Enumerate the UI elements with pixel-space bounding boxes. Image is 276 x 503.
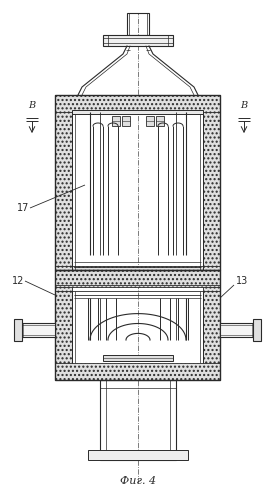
Bar <box>203 270 220 380</box>
Text: 13: 13 <box>236 276 248 286</box>
Bar <box>55 363 220 380</box>
Bar <box>55 95 220 270</box>
Bar <box>122 116 130 126</box>
Bar <box>55 95 220 112</box>
Bar <box>103 35 173 46</box>
Bar <box>14 319 22 341</box>
Bar <box>203 95 220 270</box>
Bar <box>127 13 149 35</box>
Text: 17: 17 <box>17 203 29 213</box>
Bar <box>55 270 220 380</box>
Text: B: B <box>28 101 36 110</box>
Bar <box>220 323 255 337</box>
Text: Фиг. 4: Фиг. 4 <box>120 476 156 486</box>
Bar <box>72 110 203 114</box>
Bar <box>103 355 173 361</box>
Bar <box>253 319 261 341</box>
Bar <box>156 116 164 126</box>
Bar <box>100 380 176 460</box>
Bar <box>146 116 154 126</box>
Bar <box>55 270 72 380</box>
Text: B: B <box>240 101 248 110</box>
Bar <box>112 116 120 126</box>
Bar <box>20 323 55 337</box>
Text: 12: 12 <box>12 276 24 286</box>
Bar <box>88 450 188 460</box>
Bar <box>55 266 220 287</box>
Bar <box>55 95 72 270</box>
